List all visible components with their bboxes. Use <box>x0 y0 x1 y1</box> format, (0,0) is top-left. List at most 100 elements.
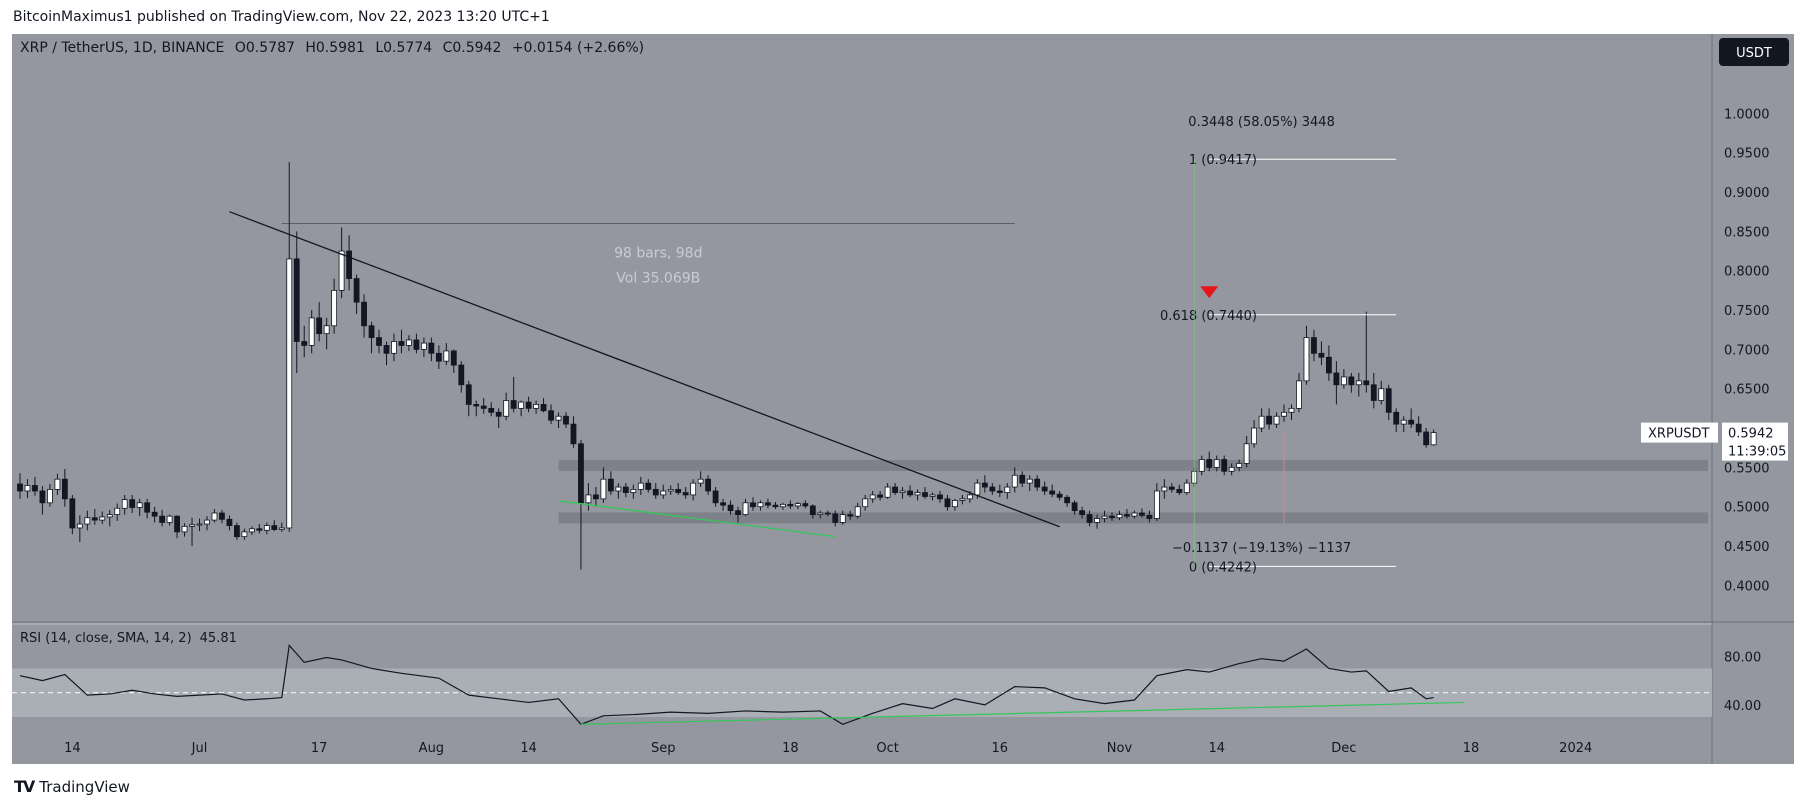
candle-body <box>652 489 659 496</box>
candle <box>1311 329 1317 362</box>
candle-body <box>757 502 764 508</box>
candle-body <box>996 490 1003 493</box>
candle <box>563 412 569 429</box>
chart-background <box>12 34 1794 764</box>
candle <box>1071 500 1078 515</box>
candle <box>465 380 472 417</box>
candle <box>1011 467 1018 493</box>
candle-body <box>1161 486 1168 492</box>
candle <box>548 404 554 425</box>
candle <box>219 509 225 524</box>
candle-body <box>1109 515 1115 519</box>
candle <box>308 310 315 354</box>
candle <box>630 484 637 499</box>
candle <box>450 349 457 373</box>
candle-body <box>1415 423 1422 433</box>
candle <box>690 479 697 501</box>
candle-body <box>383 345 390 354</box>
candle-body <box>435 352 442 362</box>
candle <box>869 490 876 503</box>
candle <box>32 476 38 496</box>
candle <box>1378 380 1385 405</box>
candle-body <box>480 405 487 409</box>
chart-canvas[interactable]: 1.0000 0.9500 0.9000 0.8500 0.8000 0.7500 0.70… <box>12 34 1794 764</box>
candle-body <box>353 278 360 303</box>
time-tick-label: Dec <box>1331 741 1356 756</box>
candle <box>809 504 816 519</box>
candle-body <box>937 494 943 500</box>
candle <box>1213 455 1220 472</box>
candle-body <box>675 489 682 493</box>
price-tick-label: 0.5000 <box>1724 501 1770 516</box>
candle-body <box>338 250 345 291</box>
candle <box>316 302 323 342</box>
candle <box>847 510 854 521</box>
candle <box>1415 416 1422 436</box>
candle-body <box>869 494 876 500</box>
candle <box>892 483 898 495</box>
candle <box>1303 325 1310 385</box>
candle-body <box>211 512 218 521</box>
candle-body <box>847 514 854 517</box>
time-axis: 14 Jul 17 Aug 14 Sep 18 Oct 16 Nov 14 Dec 18 2024 <box>64 741 1592 756</box>
candle-body <box>503 400 510 417</box>
candle <box>488 402 495 417</box>
candle-body <box>824 512 831 515</box>
candle <box>593 487 599 507</box>
candle-body <box>450 350 457 366</box>
candle <box>862 494 869 511</box>
candle-body <box>24 485 31 492</box>
time-tick-label: 14 <box>64 741 81 756</box>
candle-body <box>922 492 928 497</box>
candle <box>1326 345 1332 381</box>
candle-body <box>533 404 539 409</box>
candle-body <box>1378 388 1385 401</box>
rsi-tick-label: 80.00 <box>1724 650 1761 665</box>
candle <box>1258 408 1265 432</box>
candle-body <box>1049 490 1056 495</box>
candle-body <box>1288 407 1295 413</box>
candle <box>293 231 300 373</box>
candle <box>61 468 68 507</box>
candle-body <box>1206 459 1213 468</box>
candle <box>263 522 270 535</box>
time-tick-label: 18 <box>782 741 799 756</box>
time-tick-label: 14 <box>1208 741 1225 756</box>
candle-body <box>91 517 98 521</box>
candle <box>1109 512 1115 521</box>
candle-body <box>1056 493 1063 498</box>
candle <box>989 483 996 495</box>
candle <box>443 343 450 366</box>
candle-body <box>1183 482 1190 493</box>
candle-body <box>1363 380 1370 386</box>
candle-body <box>181 525 188 533</box>
time-tick-label: 17 <box>311 741 328 756</box>
candle-body <box>518 401 525 409</box>
candle <box>570 416 577 448</box>
candle-body <box>286 258 293 529</box>
currency-button[interactable]: USDT <box>1719 38 1789 66</box>
candle-body <box>458 364 465 386</box>
candle-body <box>278 527 285 530</box>
published-caption: BitcoinMaximus1 published on TradingView… <box>13 9 550 25</box>
candle <box>346 235 352 291</box>
candle-body <box>47 489 53 504</box>
candle <box>1221 455 1228 476</box>
candle <box>1064 494 1071 507</box>
price-tick-label: 0.5500 <box>1724 461 1770 476</box>
candle <box>278 522 285 532</box>
candle <box>1228 463 1235 476</box>
candle-body <box>712 490 719 504</box>
candle <box>1004 483 1011 499</box>
candle-body <box>563 415 569 425</box>
candle-body <box>114 507 121 515</box>
candle-body <box>1064 496 1071 504</box>
measure-tool: 98 bars, 98d Vol 35.069B <box>281 222 1015 286</box>
candle-body <box>39 490 46 504</box>
candle-body <box>61 478 68 500</box>
candle <box>1131 510 1138 519</box>
time-tick-label: Nov <box>1107 741 1133 756</box>
descending-trendline <box>229 211 1060 528</box>
candle <box>615 483 622 499</box>
candle <box>1034 475 1041 491</box>
